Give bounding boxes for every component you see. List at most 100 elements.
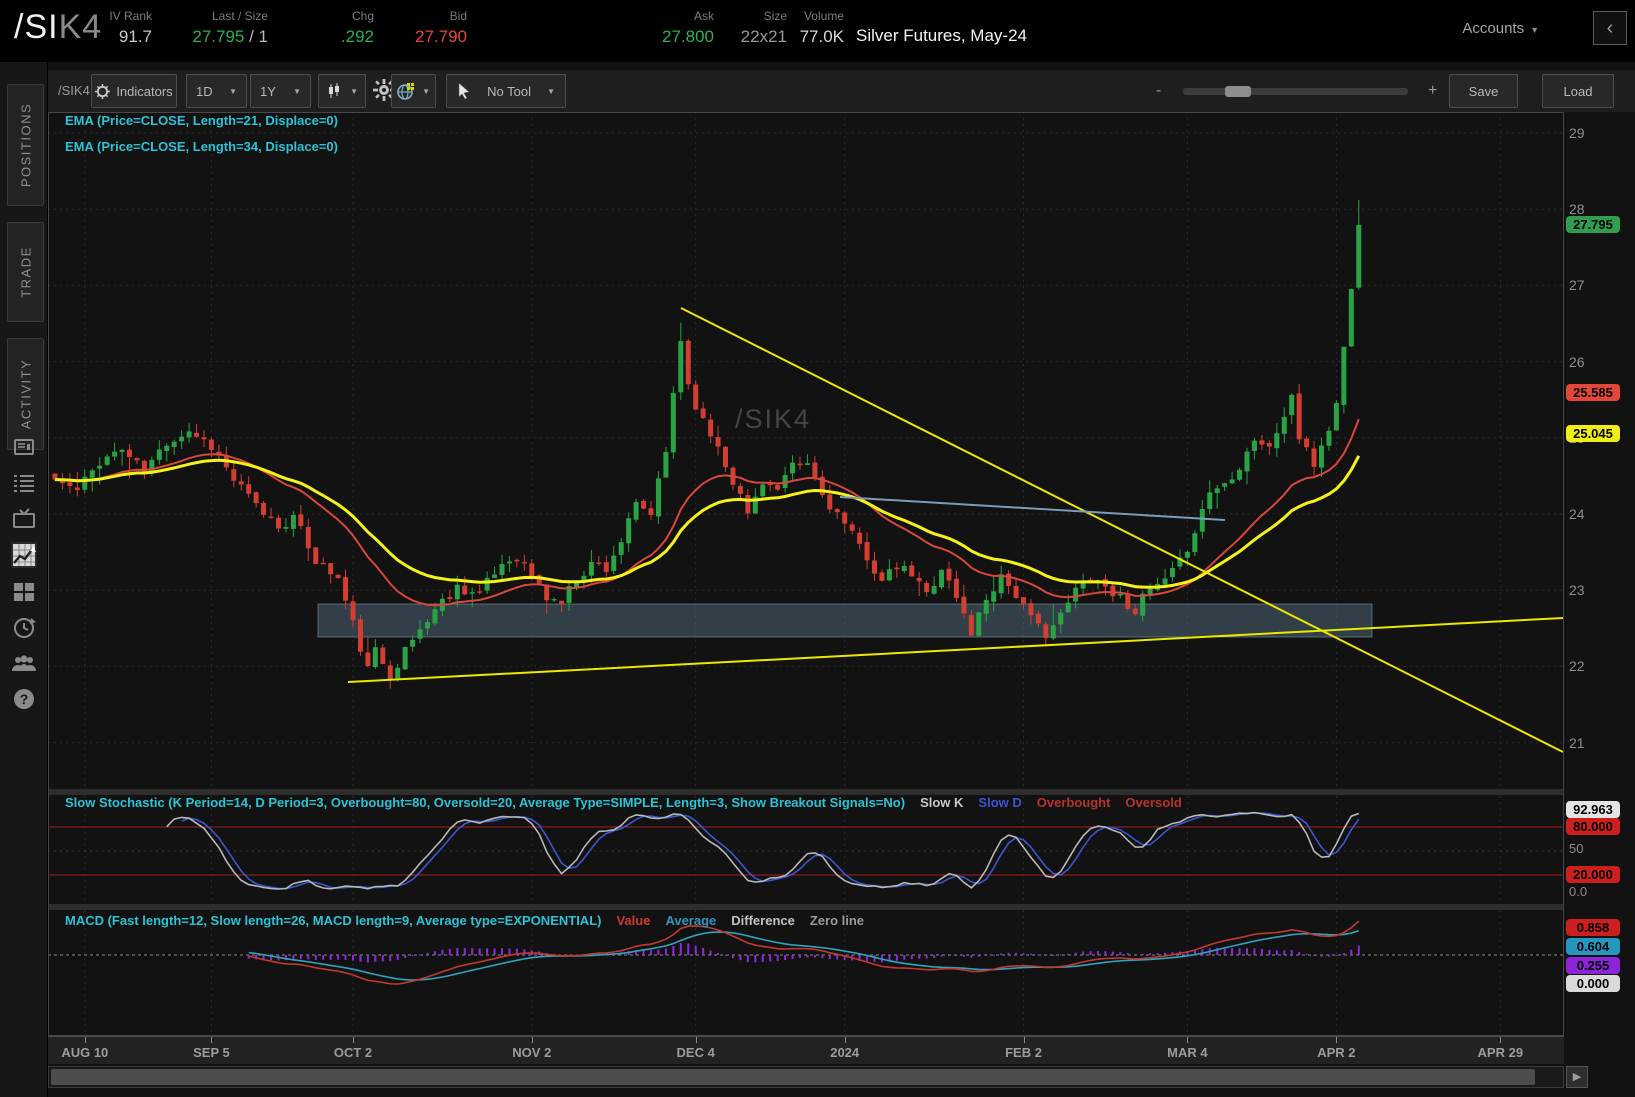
zoom-out-button[interactable]: - (1156, 82, 1161, 100)
quote-field: Last / Size27.795 / 1 (258, 0, 268, 62)
sidebar-tab-positions[interactable]: POSITIONS (7, 84, 44, 206)
quote-field-value: 27.795 / 1 (192, 27, 268, 47)
legend-item: Average (665, 913, 716, 928)
stochastic-study-row: Slow Stochastic (K Period=14, D Period=3… (65, 795, 1182, 810)
chevron-down-icon: ▼ (229, 87, 237, 96)
stochastic-badge: 20.000 (1566, 866, 1620, 883)
candlestick-chart-icon (326, 83, 342, 99)
time-tick-label: 2024 (830, 1045, 859, 1060)
stochastic-tick-label: 50 (1569, 841, 1583, 856)
quote-field: IV Rank91.7 (142, 0, 152, 62)
price-tick-label: 28 (1569, 201, 1585, 217)
chart-scrollbar-thumb[interactable] (51, 1069, 1535, 1085)
save-button[interactable]: Save (1449, 74, 1518, 108)
stochastic-legend: Slow K Slow D Overbought Oversold (905, 795, 1182, 810)
price-tick-label: 24 (1569, 506, 1585, 522)
history-icon[interactable] (11, 615, 37, 641)
price-axis[interactable]: 29282726252423222127.79525.58525.04592.9… (1564, 112, 1635, 1036)
time-tick-label: APR 29 (1478, 1045, 1524, 1060)
help-icon[interactable]: ? (11, 686, 37, 712)
quote-field-value: 22x21 (741, 27, 787, 47)
tv-icon[interactable] (11, 506, 37, 532)
scroll-right-button[interactable]: ▶ (1566, 1066, 1588, 1088)
time-tick-label: SEP 5 (193, 1045, 230, 1060)
time-tick-label: DEC 4 (677, 1045, 715, 1060)
collapse-panel-button[interactable]: ‹ (1593, 11, 1627, 45)
price-badge: 27.795 (1566, 216, 1620, 233)
time-tick-label: AUG 10 (61, 1045, 108, 1060)
time-tick (696, 1037, 697, 1043)
legend-item: Zero line (810, 913, 864, 928)
timeframe-dropdown[interactable]: 1D ▼ (186, 74, 247, 108)
quote-field-label: Ask (694, 9, 714, 23)
time-tick (1187, 1037, 1188, 1043)
grid-layout-dropdown[interactable]: ▼ (391, 74, 436, 108)
legend-item: Slow K (920, 795, 963, 810)
community-icon[interactable] (11, 650, 37, 676)
legend-item: Value (616, 913, 650, 928)
left-sidebar: POSITIONS TRADE ACTIVITY ? (0, 62, 48, 1097)
chevron-down-icon: ▼ (547, 87, 555, 96)
legend-item: Oversold (1125, 795, 1181, 810)
quote-field-label: Size (764, 9, 787, 23)
sidebar-tab-trade[interactable]: TRADE (7, 222, 44, 322)
macd-badge: 0.604 (1566, 938, 1620, 955)
quote-field: Chg.292 (364, 0, 374, 62)
drawing-tool-dropdown[interactable]: No Tool ▼ (446, 74, 566, 108)
time-tick (1024, 1037, 1025, 1043)
quote-field: Bid27.790 (457, 0, 467, 62)
indicators-button[interactable]: Indicators (91, 74, 177, 108)
symbol-title: /SIK4 (14, 8, 102, 47)
timeframe-value: 1D (196, 84, 213, 99)
macd-study-label[interactable]: MACD (Fast length=12, Slow length=26, MA… (65, 913, 601, 928)
time-tick (1500, 1037, 1501, 1043)
chart-type-dropdown[interactable]: ▼ (318, 74, 366, 108)
zoom-slider-thumb[interactable] (1225, 86, 1251, 97)
macd-study-row: MACD (Fast length=12, Slow length=26, MA… (65, 913, 864, 928)
chart-toolbar: /SIK4 Indicators 1D ▼ 1Y ▼ ▼ (48, 70, 1635, 112)
quote-field-label: IV Rank (109, 9, 152, 23)
chart-scrollbar[interactable] (48, 1066, 1564, 1088)
time-axis[interactable]: AUG 10SEP 5OCT 2NOV 2DEC 42024FEB 2MAR 4… (48, 1036, 1564, 1064)
news-icon[interactable] (11, 434, 37, 460)
symbol-suffix: K4 (59, 8, 103, 46)
legend-item: Slow D (978, 795, 1021, 810)
ema21-study-label[interactable]: EMA (Price=CLOSE, Length=21, Displace=0) (65, 113, 338, 128)
macd-badge: 0.858 (1566, 919, 1620, 936)
chart-panel: /SIK4 Indicators 1D ▼ 1Y ▼ ▼ (48, 62, 1635, 1097)
time-tick-label: OCT 2 (334, 1045, 372, 1060)
quote-field-value: 27.800 (662, 27, 714, 47)
watchlist-icon[interactable] (11, 470, 37, 496)
load-button[interactable]: Load (1542, 74, 1614, 108)
stochastic-tick-label: 0.0 (1569, 884, 1587, 899)
price-tick-label: 27 (1569, 277, 1585, 293)
macd-badge: 0.255 (1566, 957, 1620, 974)
price-tick-label: 21 (1569, 735, 1585, 751)
indicators-label: Indicators (116, 84, 172, 99)
zoom-slider[interactable] (1183, 88, 1408, 95)
studies-icon (95, 84, 110, 99)
quote-field-label: Volume (804, 9, 844, 23)
time-tick (532, 1037, 533, 1043)
macd-badge: 0.000 (1566, 975, 1620, 992)
quote-field-value: .292 (341, 27, 374, 47)
accounts-dropdown[interactable]: Accounts▼ (1462, 20, 1539, 37)
quote-field-value: 77.0K (800, 27, 844, 47)
chevron-down-icon: ▼ (293, 87, 301, 96)
macd-legend: ValueAverageDifferenceZero line (601, 913, 864, 928)
range-dropdown[interactable]: 1Y ▼ (250, 74, 311, 108)
charts-icon[interactable] (11, 542, 37, 568)
time-tick (211, 1037, 212, 1043)
time-tick-label: FEB 2 (1005, 1045, 1042, 1060)
chevron-down-icon: ▼ (422, 87, 430, 96)
price-badge: 25.585 (1566, 384, 1620, 401)
ema34-study-label[interactable]: EMA (Price=CLOSE, Length=34, Displace=0) (65, 139, 338, 154)
legend-item: Overbought (1037, 795, 1111, 810)
grid-icon[interactable] (11, 579, 37, 605)
trading-app-window: /SIK4 IV Rank91.7 Last / Size27.795 / 1 Ch… (0, 0, 1635, 1097)
quote-header: /SIK4 IV Rank91.7 Last / Size27.795 / 1 Ch… (0, 0, 1635, 62)
stochastic-study-label[interactable]: Slow Stochastic (K Period=14, D Period=3… (65, 795, 905, 810)
accounts-label: Accounts (1462, 20, 1524, 37)
zoom-in-button[interactable]: + (1428, 82, 1437, 100)
chevron-down-icon: ▼ (350, 87, 358, 96)
